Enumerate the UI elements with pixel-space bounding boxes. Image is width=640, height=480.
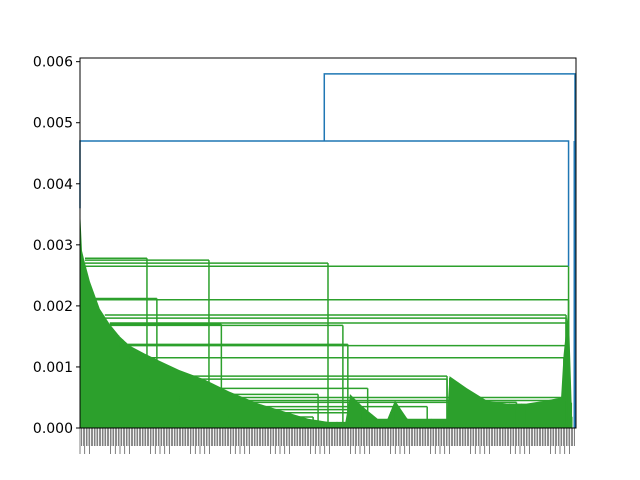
y-tick-label: 0.002 [33,299,73,315]
y-tick-label: 0.000 [33,421,73,437]
y-tick-label: 0.005 [33,116,73,132]
x-tick-marks [80,428,574,454]
y-axis: 0.000 0.001 0.002 0.003 0.004 0.005 0.006 [33,55,80,437]
y-tick-label: 0.004 [33,177,73,193]
y-tick-label: 0.003 [33,238,73,254]
y-tick-label: 0.006 [33,55,73,71]
y-tick-label: 0.001 [33,360,73,376]
